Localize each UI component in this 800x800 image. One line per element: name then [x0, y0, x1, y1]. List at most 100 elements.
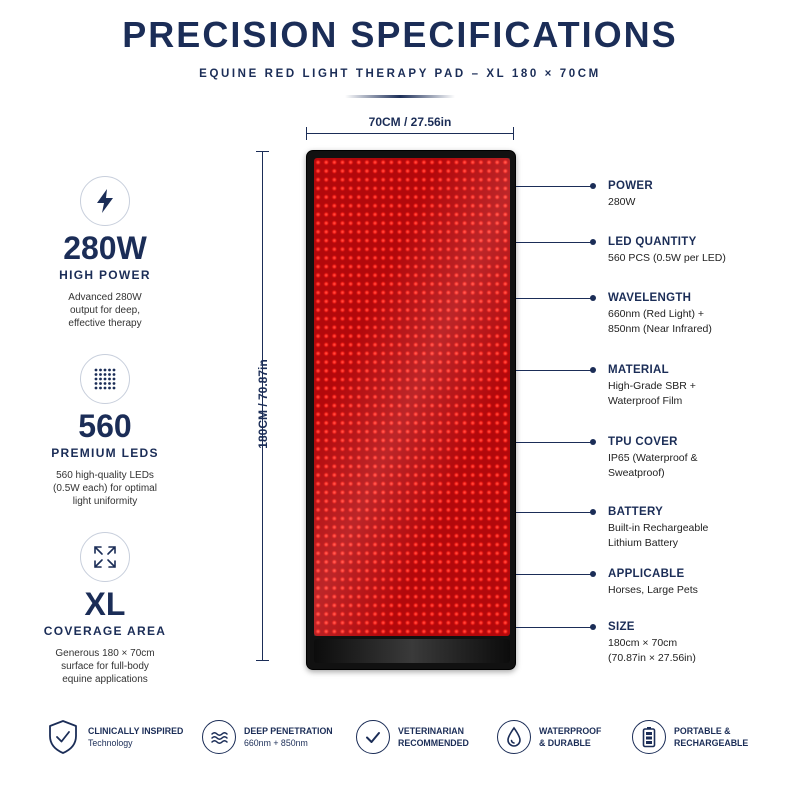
spec-applicable: APPLICABLE Horses, Large Pets — [608, 568, 793, 598]
badge-subtitle: RECHARGEABLE — [674, 738, 749, 748]
led-array — [314, 158, 510, 636]
led-therapy-pad-image — [306, 150, 516, 670]
desc-line: Advanced 280W — [68, 292, 142, 303]
badge-subtitle: & DURABLE — [539, 738, 591, 748]
led-dot — [112, 377, 116, 381]
feature-value: XL — [84, 586, 126, 622]
spec-title: SIZE — [608, 621, 635, 633]
spec-line: 280W — [608, 196, 636, 208]
led-dot — [108, 382, 111, 385]
spec-led-quantity: LED QUANTITY 560 PCS (0.5W per LED) — [608, 236, 793, 266]
spec-line: Sweatproof) — [608, 467, 665, 479]
spec-dot — [590, 571, 596, 577]
feature-description: Generous 180 × 70cm surface for full-bod… — [25, 647, 185, 686]
badge-subtitle: 660nm + 850nm — [244, 738, 308, 748]
spec-dot — [590, 183, 596, 189]
badge-title: PORTABLE & — [674, 726, 731, 736]
spec-dot — [590, 439, 596, 445]
spec-tpu-cover: TPU COVER IP65 (Waterproof & Sweatproof) — [608, 436, 793, 481]
spec-power: POWER 280W — [608, 180, 793, 210]
spec-line: IP65 (Waterproof & — [608, 452, 698, 464]
width-tick-right — [513, 127, 514, 140]
feature-description: Advanced 280W output for deep, effective… — [25, 291, 185, 330]
spec-line: Lithium Battery — [608, 537, 679, 549]
badge-title: CLINICALLY INSPIRED — [88, 726, 184, 736]
badge-title: WATERPROOF — [539, 726, 602, 736]
badge-title: VETERINARIAN — [398, 726, 464, 736]
feature-value: 560 — [78, 408, 132, 444]
spec-material: MATERIAL High-Grade SBR + Waterproof Fil… — [608, 364, 793, 409]
led-dot — [99, 373, 102, 376]
badge-subtitle: Technology — [88, 738, 133, 748]
desc-line: surface for full-body — [61, 661, 149, 672]
led-dot — [103, 386, 107, 390]
badge-portable: PORTABLE & RECHARGEABLE — [632, 720, 748, 754]
led-dot — [94, 377, 98, 381]
desc-line: Generous 180 × 70cm — [55, 648, 155, 659]
width-tick-left — [306, 127, 307, 140]
spec-dot — [590, 509, 596, 515]
spec-line: Waterproof Film — [608, 395, 683, 407]
feature-coverage: XL COVERAGE AREA Generous 180 × 70cm sur… — [25, 532, 185, 686]
badge-waterproof: WATERPROOF & DURABLE — [497, 720, 601, 754]
led-dot — [112, 386, 116, 390]
desc-line: effective therapy — [68, 318, 142, 329]
led-dot — [94, 373, 98, 376]
spec-connector — [516, 242, 594, 243]
page-subtitle: EQUINE RED LIGHT THERAPY PAD – XL 180 × … — [199, 68, 601, 80]
desc-line: (0.5W each) for optimal — [53, 483, 157, 494]
led-dot — [94, 368, 98, 372]
led-dot — [99, 386, 102, 390]
spec-size: SIZE 180cm × 70cm (70.87in × 27.56in) — [608, 621, 793, 666]
spec-title: TPU COVER — [608, 436, 678, 448]
title-divider — [345, 95, 455, 98]
spec-title: BATTERY — [608, 506, 664, 518]
spec-value: IP65 (Waterproof & Sweatproof) — [608, 451, 793, 481]
desc-line: 560 high-quality LEDs — [56, 470, 154, 481]
checkmark-icon — [356, 720, 390, 754]
led-dot — [99, 382, 102, 385]
spec-dot — [590, 367, 596, 373]
spec-value: 180cm × 70cm (70.87in × 27.56in) — [608, 636, 793, 666]
height-tick-top — [256, 151, 269, 152]
spec-title: LED QUANTITY — [608, 236, 697, 248]
spec-connector — [516, 512, 594, 513]
feature-leds: 560 PREMIUM LEDS 560 high-quality LEDs (… — [25, 354, 185, 508]
spec-wavelength: WAVELENGTH 660nm (Red Light) + 850nm (Ne… — [608, 292, 793, 337]
feature-label: HIGH POWER — [59, 268, 151, 282]
spec-connector — [516, 370, 594, 371]
water-drop-icon — [497, 720, 531, 754]
desc-line: light uniformity — [72, 496, 138, 507]
spec-title: MATERIAL — [608, 364, 669, 376]
led-dot — [94, 386, 98, 390]
spec-dot — [590, 239, 596, 245]
height-tick-bottom — [256, 660, 269, 661]
spec-battery: BATTERY Built-in Rechargeable Lithium Ba… — [608, 506, 793, 551]
spec-title: WAVELENGTH — [608, 292, 692, 304]
width-dimension-line — [306, 133, 514, 134]
spec-connector — [516, 627, 594, 628]
badge-title: DEEP PENETRATION — [244, 726, 333, 736]
height-dimension-label: 180CM / 70.87in — [256, 359, 270, 449]
led-dot — [103, 368, 107, 372]
feature-badges-strip: CLINICALLY INSPIRED Technology DEEP PENE… — [0, 720, 800, 780]
desc-line: equine applications — [62, 674, 148, 685]
spec-dot — [590, 624, 596, 630]
led-dot — [108, 386, 111, 390]
badge-subtitle: RECOMMENDED — [398, 738, 469, 748]
height-dimension-line — [262, 151, 263, 660]
spec-line: Built-in Rechargeable — [608, 522, 709, 534]
page-title: PRECISION SPECIFICATIONS — [122, 14, 678, 55]
spec-line: 850nm (Near Infrared) — [608, 323, 712, 335]
width-dimension-label: 70CM / 27.56in — [368, 115, 452, 129]
shield-check-icon — [46, 720, 80, 754]
spec-value: 280W — [608, 195, 793, 210]
spec-value: High-Grade SBR + Waterproof Film — [608, 379, 793, 409]
spec-line: (70.87in × 27.56in) — [608, 652, 696, 664]
led-dot — [112, 368, 116, 372]
led-dot — [94, 382, 98, 385]
feature-value: 280W — [63, 230, 147, 266]
badge-clinically-inspired: CLINICALLY INSPIRED Technology — [46, 720, 183, 754]
spec-line: Horses, Large Pets — [608, 584, 698, 596]
expand-arrows-icon — [80, 532, 130, 582]
